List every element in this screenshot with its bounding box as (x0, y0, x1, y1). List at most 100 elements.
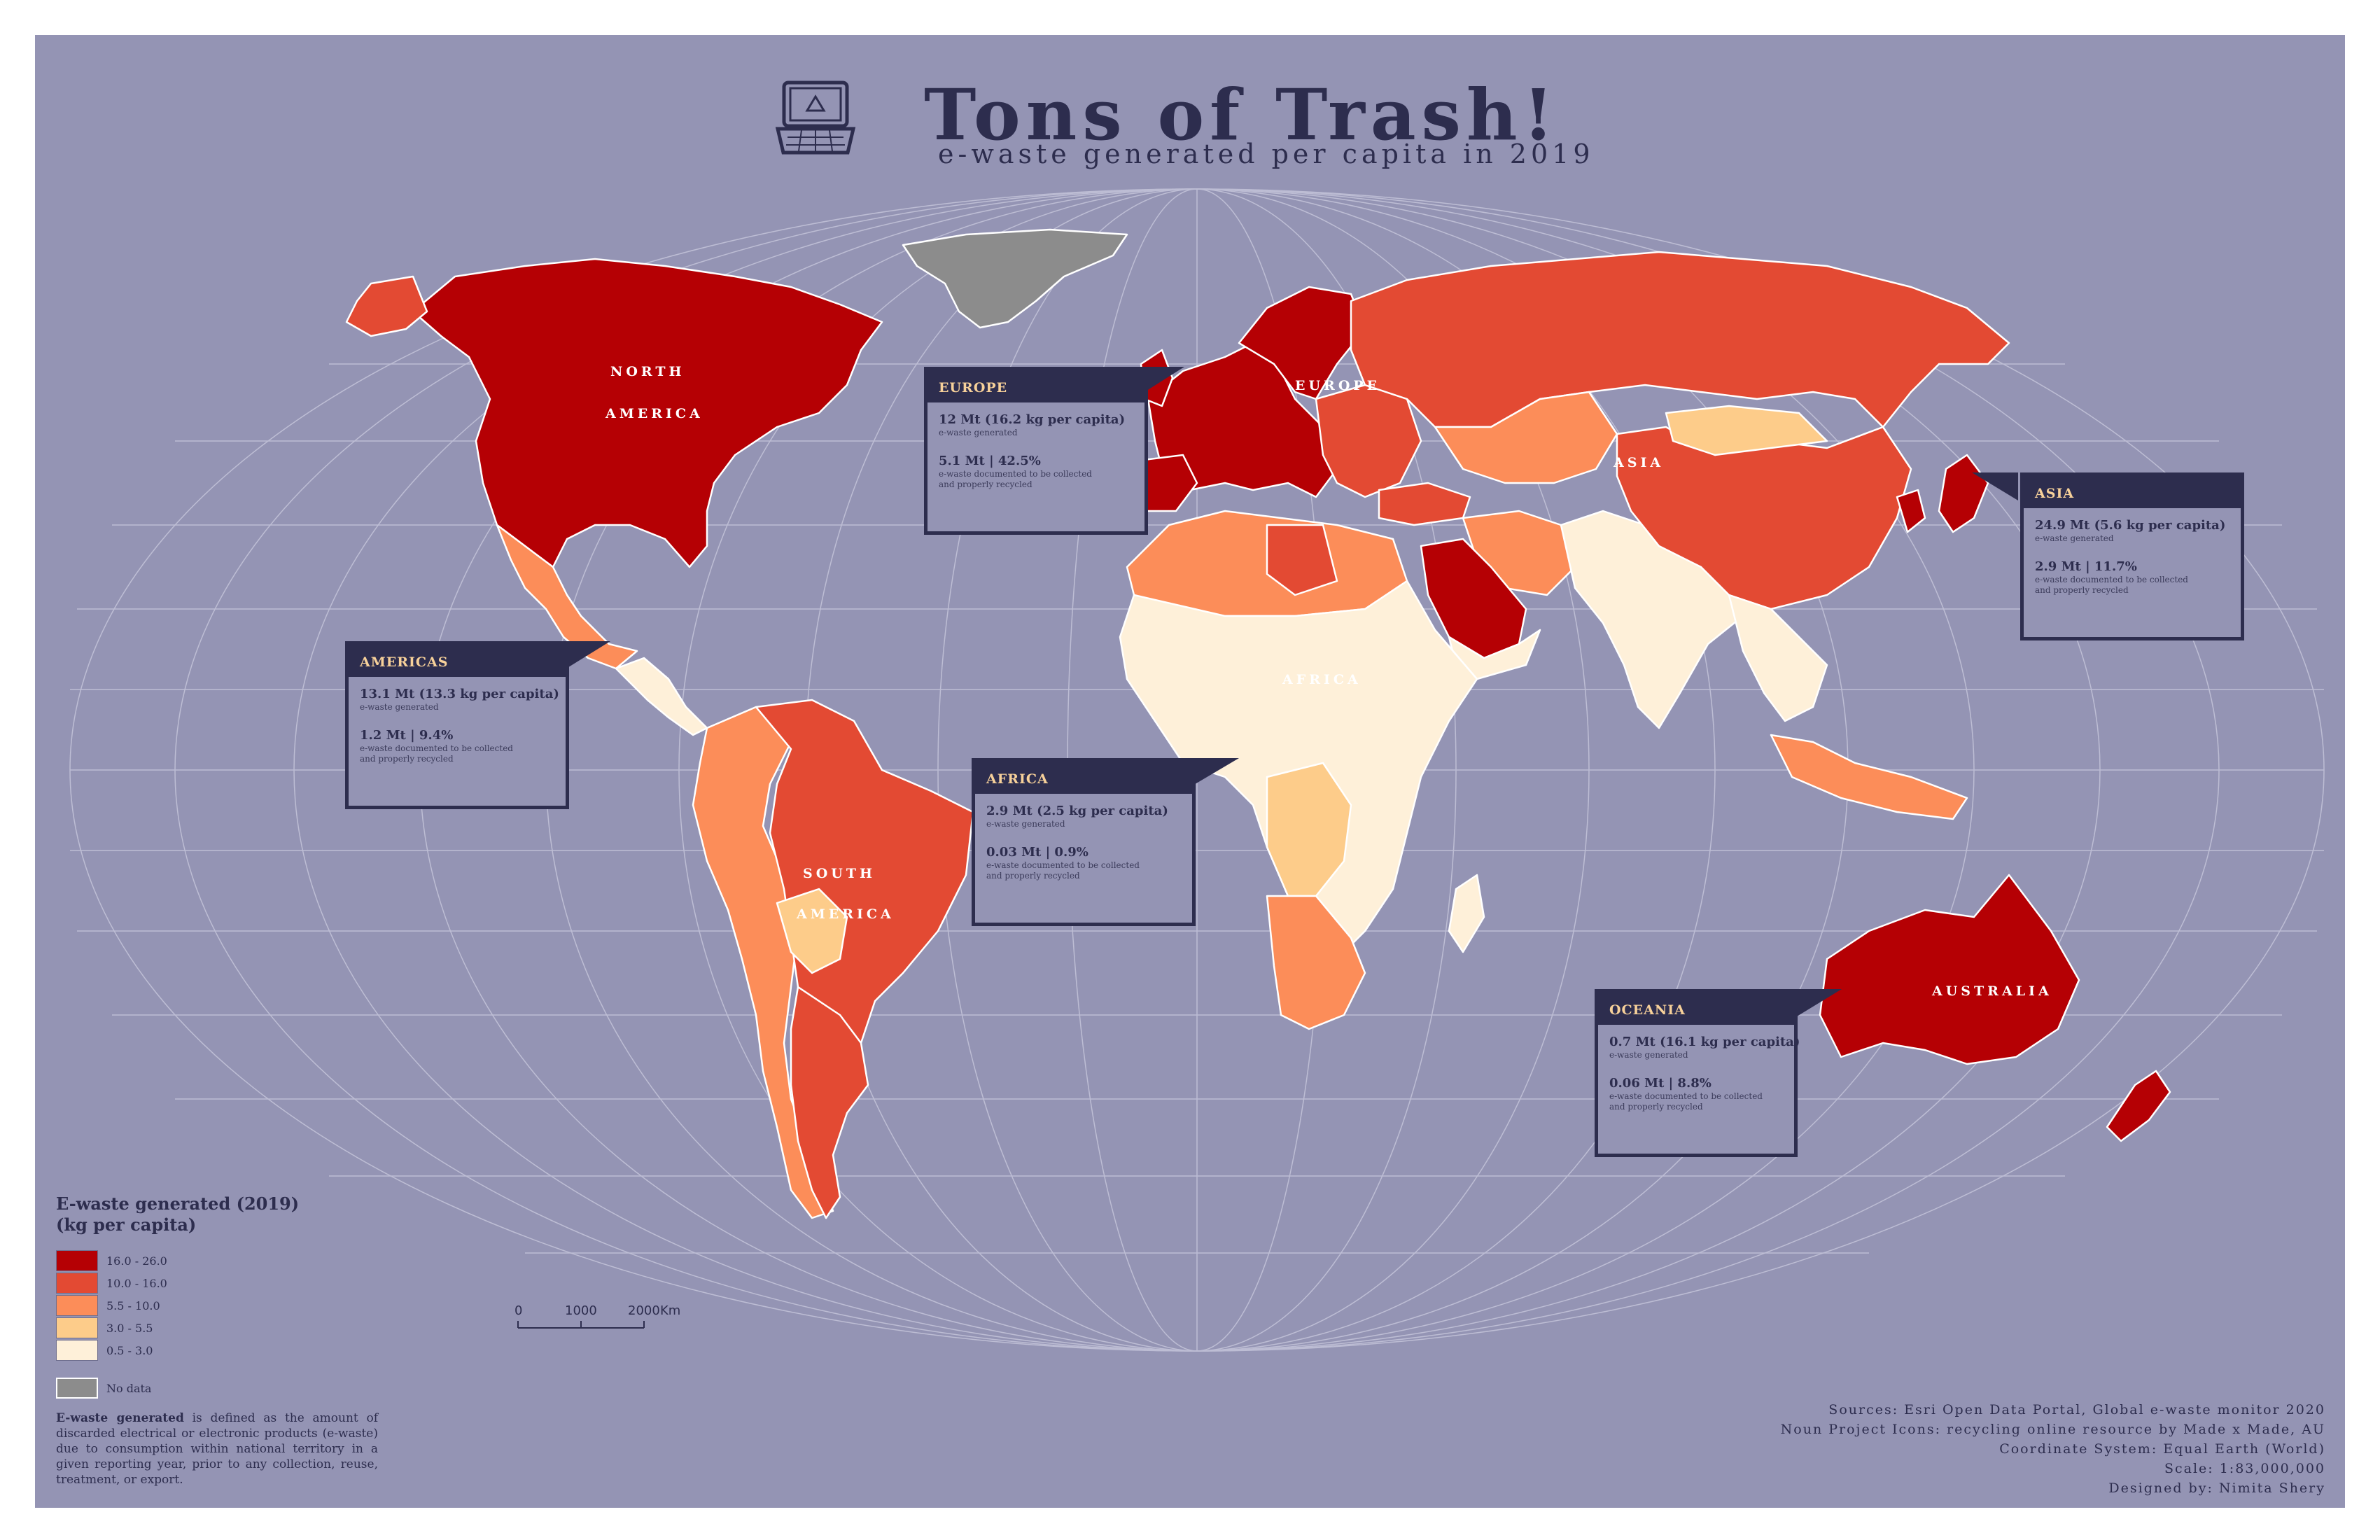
legend-item: 5.5 - 10.0 (56, 1294, 299, 1317)
kazakhstan (1434, 391, 1618, 484)
card-generated-note: e-waste generated (939, 428, 1018, 438)
card-asia: ASIA 24.9 Mt (5.6 kg per capita) e-waste… (2020, 472, 2244, 640)
southern-africa (1266, 895, 1366, 1030)
scale-line: Scale: 1:83,000,000 (2164, 1461, 2325, 1476)
card-generated: 2.9 Mt (2.5 kg per capita) (986, 804, 1168, 818)
card-collected-note-line1: e-waste documented to be collected (986, 860, 1140, 870)
card-generated: 12 Mt (16.2 kg per capita) (939, 412, 1126, 427)
card-generated: 0.7 Mt (16.1 kg per capita) (1609, 1035, 1800, 1049)
card-collected: 0.03 Mt | 0.9% (986, 845, 1088, 860)
legend-label: 5.5 - 10.0 (106, 1298, 160, 1312)
mexico (496, 524, 638, 670)
scale-unit: Km (660, 1303, 681, 1318)
argentina (790, 986, 869, 1219)
alaska (345, 275, 428, 337)
southeast-asia (1728, 594, 1828, 722)
card-generated-note: e-waste generated (986, 819, 1065, 829)
korea (1896, 489, 1926, 533)
card-collected-note: e-waste documented to be collected and p… (986, 860, 1181, 881)
legend-label: 16.0 - 26.0 (106, 1254, 167, 1268)
legend: E-waste generated (2019) (kg per capita)… (56, 1194, 299, 1399)
legend-swatch (56, 1295, 98, 1316)
bolivia (776, 888, 848, 974)
page-title: Tons of Trash! (924, 74, 1560, 156)
legend-swatch (56, 1317, 98, 1338)
japan (1938, 454, 1989, 533)
sources-line: Sources: Esri Open Data Portal, Global e… (1828, 1402, 2325, 1418)
russia (1350, 251, 2010, 428)
scale-tick-label: 0 (514, 1303, 523, 1318)
legend-title-line2: (kg per capita) (56, 1214, 197, 1235)
card-generated: 13.1 Mt (13.3 kg per capita) (360, 687, 559, 701)
label-asia: ASIA (1614, 455, 1665, 470)
legend-swatch (56, 1378, 98, 1399)
card-americas: AMERICAS 13.1 Mt (13.3 kg per capita) e-… (345, 641, 569, 809)
card-collected-note-line2: and properly recycled (2035, 585, 2129, 595)
libya (1266, 524, 1338, 596)
label-south-america-2: AMERICA (797, 906, 895, 922)
label-europe: EUROPE (1295, 378, 1381, 393)
legend-swatch (56, 1250, 98, 1271)
sources-block: Sources: Esri Open Data Portal, Global e… (1781, 1400, 2325, 1498)
legend-swatch (56, 1273, 98, 1294)
legend-swatch (56, 1340, 98, 1361)
europe-east (1315, 384, 1422, 498)
card-generated-note: e-waste generated (360, 702, 439, 712)
scale-tick-label: 2000 (628, 1303, 660, 1318)
central-africa (1266, 762, 1352, 897)
card-collected: 2.9 Mt | 11.7% (2035, 559, 2137, 574)
map-frame: Tons of Trash! e-waste generated per cap… (35, 35, 2345, 1508)
definition-body: is defined as the amount of discarded el… (56, 1411, 378, 1487)
legend-item: 16.0 - 26.0 (56, 1250, 299, 1272)
card-collected-note-line2: and properly recycled (360, 754, 454, 764)
card-africa: AFRICA 2.9 Mt (2.5 kg per capita) e-wast… (972, 758, 1196, 926)
card-collected-note-line1: e-waste documented to be collected (2035, 575, 2188, 584)
north-america (412, 258, 883, 568)
legend-item-no-data: No data (56, 1377, 299, 1399)
card-collected-note-line1: e-waste documented to be collected (360, 743, 513, 753)
card-heading: AMERICAS (349, 645, 566, 677)
card-collected-note-line2: and properly recycled (986, 871, 1080, 881)
continents (345, 228, 2171, 1219)
madagascar (1448, 874, 1485, 953)
card-collected-note-line1: e-waste documented to be collected (939, 469, 1092, 479)
card-collected: 5.1 Mt | 42.5% (939, 454, 1041, 468)
legend-label: No data (106, 1381, 152, 1395)
card-collected-note-line1: e-waste documented to be collected (1609, 1091, 1763, 1101)
card-generated: 24.9 Mt (5.6 kg per capita) (2035, 518, 2226, 533)
mongolia (1665, 405, 1828, 456)
legend-label: 0.5 - 3.0 (106, 1343, 153, 1357)
world-map (69, 188, 2325, 1352)
page-subtitle: e-waste generated per capita in 2019 (938, 139, 1595, 169)
card-generated-note: e-waste generated (2035, 533, 2114, 543)
card-heading: ASIA (2024, 476, 2241, 508)
legend-item: 10.0 - 16.0 (56, 1272, 299, 1294)
card-heading: AFRICA (975, 762, 1192, 794)
greenland (902, 228, 1128, 329)
icon-credits-line: Noun Project Icons: recycling online res… (1780, 1422, 2325, 1437)
definition-text: E-waste generated is defined as the amou… (56, 1410, 378, 1488)
label-south-america-1: SOUTH (803, 866, 876, 881)
card-collected-note: e-waste documented to be collected and p… (939, 469, 1133, 490)
legend-item: 3.0 - 5.5 (56, 1317, 299, 1339)
card-collected: 1.2 Mt | 9.4% (360, 728, 454, 743)
label-africa: AFRICA (1282, 672, 1362, 687)
label-north-america-1: NORTH (610, 364, 685, 379)
australia (1819, 874, 2080, 1065)
scale-tick-label: 1000 (565, 1303, 597, 1318)
card-generated-note: e-waste generated (1609, 1050, 1688, 1060)
south-america-west (692, 706, 834, 1219)
coordinate-system-line: Coordinate System: Equal Earth (World) (1999, 1441, 2325, 1457)
indonesia (1770, 734, 1968, 820)
scale-bar-graphic (517, 1321, 645, 1329)
central-america (615, 657, 708, 736)
label-north-america-2: AMERICA (606, 406, 704, 421)
legend-item: 0.5 - 3.0 (56, 1339, 299, 1362)
legend-label: 10.0 - 16.0 (106, 1276, 167, 1290)
card-collected-note: e-waste documented to be collected and p… (2035, 575, 2230, 596)
card-collected-note: e-waste documented to be collected and p… (1609, 1091, 1783, 1112)
card-pointers (566, 367, 2018, 1016)
legend-label: 3.0 - 5.5 (106, 1321, 153, 1335)
scale-bar: 0 1000 2000 Km (514, 1303, 724, 1348)
card-collected-note: e-waste documented to be collected and p… (360, 743, 554, 764)
